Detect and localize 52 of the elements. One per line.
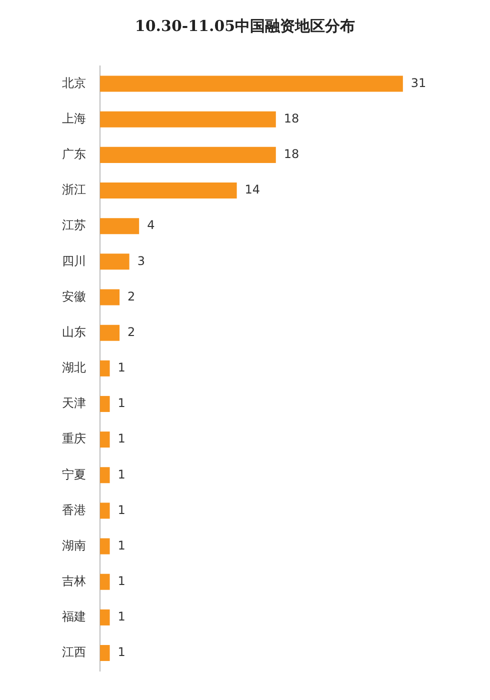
y-tick-label: 天津 <box>62 396 86 410</box>
y-tick-label: 江苏 <box>62 218 86 232</box>
y-tick-label: 四川 <box>62 254 86 268</box>
bar <box>100 218 140 234</box>
bar <box>100 289 120 306</box>
bar <box>100 609 110 626</box>
y-tick-label: 广东 <box>62 147 86 162</box>
data-label: 3 <box>137 254 145 268</box>
bar <box>100 645 110 662</box>
y-tick-label: 北京 <box>62 76 86 90</box>
y-tick-label: 重庆 <box>62 432 86 446</box>
y-tick-label: 山东 <box>62 324 86 339</box>
bar <box>100 146 276 163</box>
bar <box>100 538 110 554</box>
data-label: 1 <box>118 432 126 446</box>
data-label: 1 <box>118 538 126 552</box>
y-tick-label: 福建 <box>62 610 86 624</box>
bar <box>100 182 237 199</box>
bar <box>100 432 110 448</box>
data-label: 1 <box>118 645 126 660</box>
data-label: 4 <box>147 218 155 232</box>
y-tick-label: 湖北 <box>62 360 86 375</box>
data-label: 1 <box>118 502 126 517</box>
data-label: 14 <box>244 182 260 197</box>
y-tick-label: 吉林 <box>62 574 86 588</box>
y-tick-label: 上海 <box>62 111 86 126</box>
y-tick-label: 湖南 <box>62 538 86 552</box>
data-label: 1 <box>118 360 126 375</box>
bar <box>100 76 403 92</box>
bar <box>100 467 110 484</box>
data-label: 18 <box>284 147 300 162</box>
bar <box>100 360 110 376</box>
y-tick-label: 香港 <box>62 502 86 517</box>
bar <box>100 254 130 270</box>
bar <box>100 324 120 341</box>
y-tick-label: 江西 <box>62 645 86 660</box>
data-label: 31 <box>410 76 426 90</box>
y-tick-label: 宁夏 <box>62 467 86 482</box>
y-tick-label: 浙江 <box>62 182 86 197</box>
chart-title: 10.30-11.05中国融资地区分布 <box>134 16 356 35</box>
data-label: 1 <box>118 467 126 482</box>
data-label: 2 <box>128 324 136 339</box>
bar <box>100 396 110 412</box>
bar <box>100 502 110 519</box>
y-tick-label: 安徽 <box>62 289 86 304</box>
data-label: 1 <box>118 396 126 410</box>
data-label: 2 <box>128 289 136 304</box>
data-label: 18 <box>284 111 300 126</box>
bar <box>100 574 110 590</box>
data-label: 1 <box>118 574 126 588</box>
bar <box>100 111 276 128</box>
data-label: 1 <box>118 610 126 624</box>
